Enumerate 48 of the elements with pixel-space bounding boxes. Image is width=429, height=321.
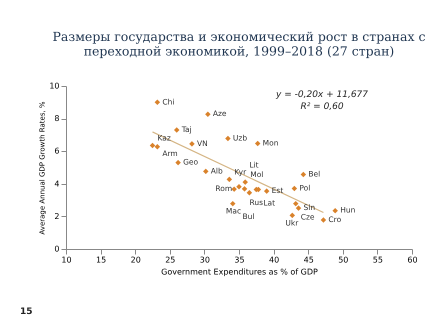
point (242, 179, 248, 185)
y-tick-label: 8 (54, 114, 60, 124)
point (154, 144, 160, 150)
annotation: R² = 0,60 (300, 102, 344, 112)
y-tick-label: 0 (54, 244, 60, 254)
y-tick-label: 4 (54, 179, 60, 188)
x-tick-label: 40 (269, 256, 280, 264)
y-tick-label: 6 (54, 146, 60, 156)
point (225, 136, 231, 142)
x-axis-title: Government Expenditures as % of GDP (161, 268, 318, 276)
text: переходной экономикой, 1999–2018 (27 стран) (84, 44, 394, 58)
x-tick-label: 50 (338, 256, 348, 264)
x-tick-label: 35 (234, 256, 245, 264)
point (175, 160, 181, 166)
y-tick-label: 10 (49, 82, 60, 90)
point (300, 172, 306, 178)
x-tick-label: 55 (372, 256, 383, 264)
point (332, 208, 338, 214)
x-tick-label: 10 (61, 256, 72, 264)
point (189, 141, 195, 147)
point (226, 176, 232, 182)
point (231, 186, 237, 192)
text: 15 (20, 307, 33, 317)
x-tick-label: 30 (200, 256, 210, 264)
point (242, 186, 248, 192)
point (293, 200, 298, 206)
text: Размеры государства и экономический рост в странах с (52, 29, 426, 44)
point (290, 212, 296, 218)
point (203, 168, 209, 174)
point (150, 142, 156, 148)
point (292, 186, 298, 192)
y-tick-label: 2 (54, 212, 60, 221)
x-tick-label: 20 (130, 256, 141, 264)
point (205, 111, 211, 117)
point (296, 205, 302, 211)
point (236, 184, 242, 190)
x-tick-label: 15 (96, 256, 106, 264)
annotation: y = -0,20x + 11,677 (275, 90, 368, 100)
point (246, 190, 252, 196)
x-tick-label: 45 (304, 256, 314, 264)
x-tick-label: 25 (165, 256, 176, 264)
point (154, 100, 160, 106)
point (174, 127, 180, 133)
point (230, 200, 236, 206)
point (320, 217, 326, 223)
point (254, 140, 260, 146)
point (264, 188, 270, 194)
x-tick-label: 60 (407, 256, 418, 264)
